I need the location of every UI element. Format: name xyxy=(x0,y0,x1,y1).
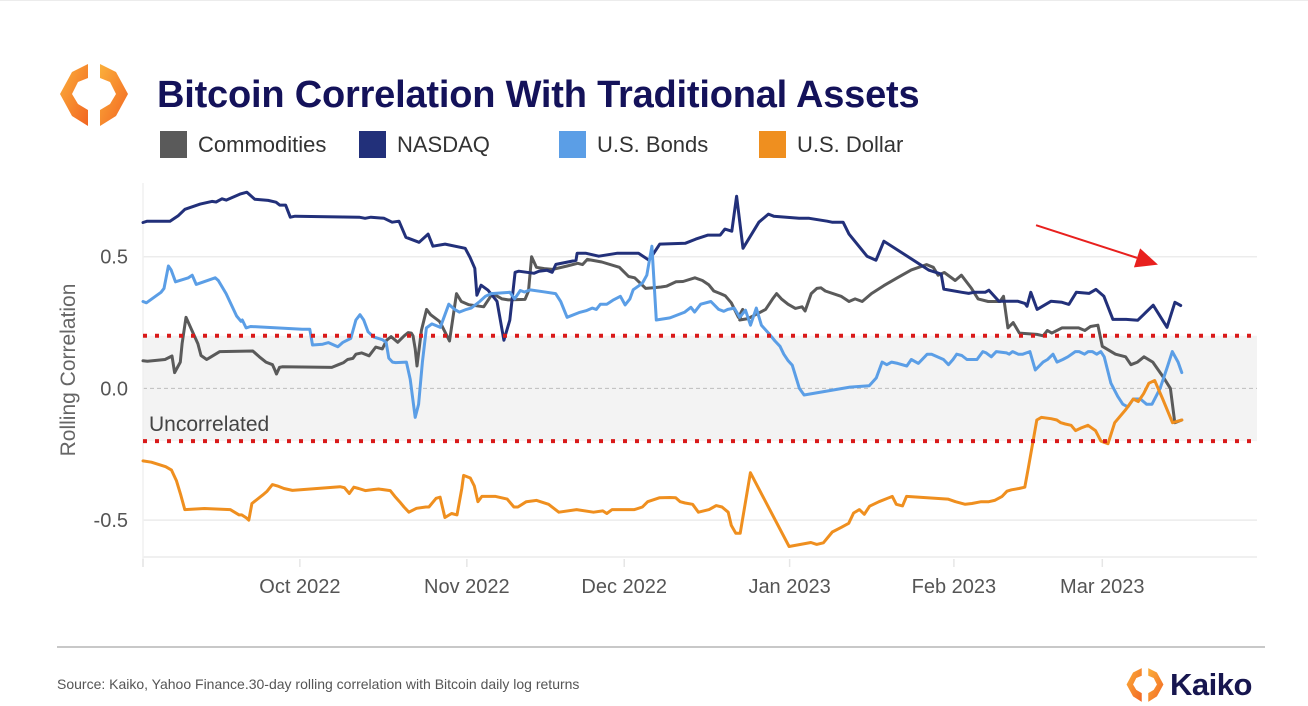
legend-item-nasdaq: NASDAQ xyxy=(359,131,490,158)
trend-arrow-line xyxy=(1035,224,1138,259)
footer-divider xyxy=(57,646,1265,648)
trend-arrow-head-icon xyxy=(1133,248,1158,268)
series-line-u-s-dollar xyxy=(141,379,1184,548)
x-tick-label: Dec 2022 xyxy=(581,576,667,598)
x-tick-label: Jan 2023 xyxy=(748,576,830,598)
x-tick-label: Nov 2022 xyxy=(424,576,510,598)
series-line-nasdaq xyxy=(141,190,1183,342)
legend-label: NASDAQ xyxy=(397,131,490,157)
kaiko-brand-icon xyxy=(1126,668,1164,702)
y-tick-label: -0.5 xyxy=(94,510,128,532)
y-tick-label: 0.0 xyxy=(100,378,128,400)
chart-title: Bitcoin Correlation With Traditional Ass… xyxy=(157,74,920,116)
y-tick-label: 0.5 xyxy=(100,247,128,269)
brand: Kaiko xyxy=(1125,666,1252,704)
legend-label: U.S. Dollar xyxy=(797,131,904,157)
top-divider xyxy=(0,0,1308,1)
legend-item-dollar: U.S. Dollar xyxy=(759,131,903,158)
x-tick-label: Feb 2023 xyxy=(912,576,997,598)
legend-swatch-nasdaq xyxy=(359,131,386,158)
legend-swatch-dollar xyxy=(759,131,786,158)
legend-swatch-bonds xyxy=(559,131,586,158)
brand-name: Kaiko xyxy=(1170,667,1252,702)
legend-label: U.S. Bonds xyxy=(597,131,709,157)
kaiko-logo-icon xyxy=(60,64,128,126)
x-tick-label: Mar 2023 xyxy=(1060,576,1145,598)
band-label: Uncorrelated xyxy=(149,413,269,436)
x-tick-label: Oct 2022 xyxy=(259,576,340,598)
legend-item-commodities: Commodities xyxy=(160,131,326,158)
series-line-u-s-bonds xyxy=(141,244,1184,419)
legend-item-bonds: U.S. Bonds xyxy=(559,131,708,158)
source-note: Source: Kaiko, Yahoo Finance.30-day roll… xyxy=(57,676,580,692)
legend-swatch-commodities xyxy=(160,131,187,158)
legend-label: Commodities xyxy=(198,131,327,157)
